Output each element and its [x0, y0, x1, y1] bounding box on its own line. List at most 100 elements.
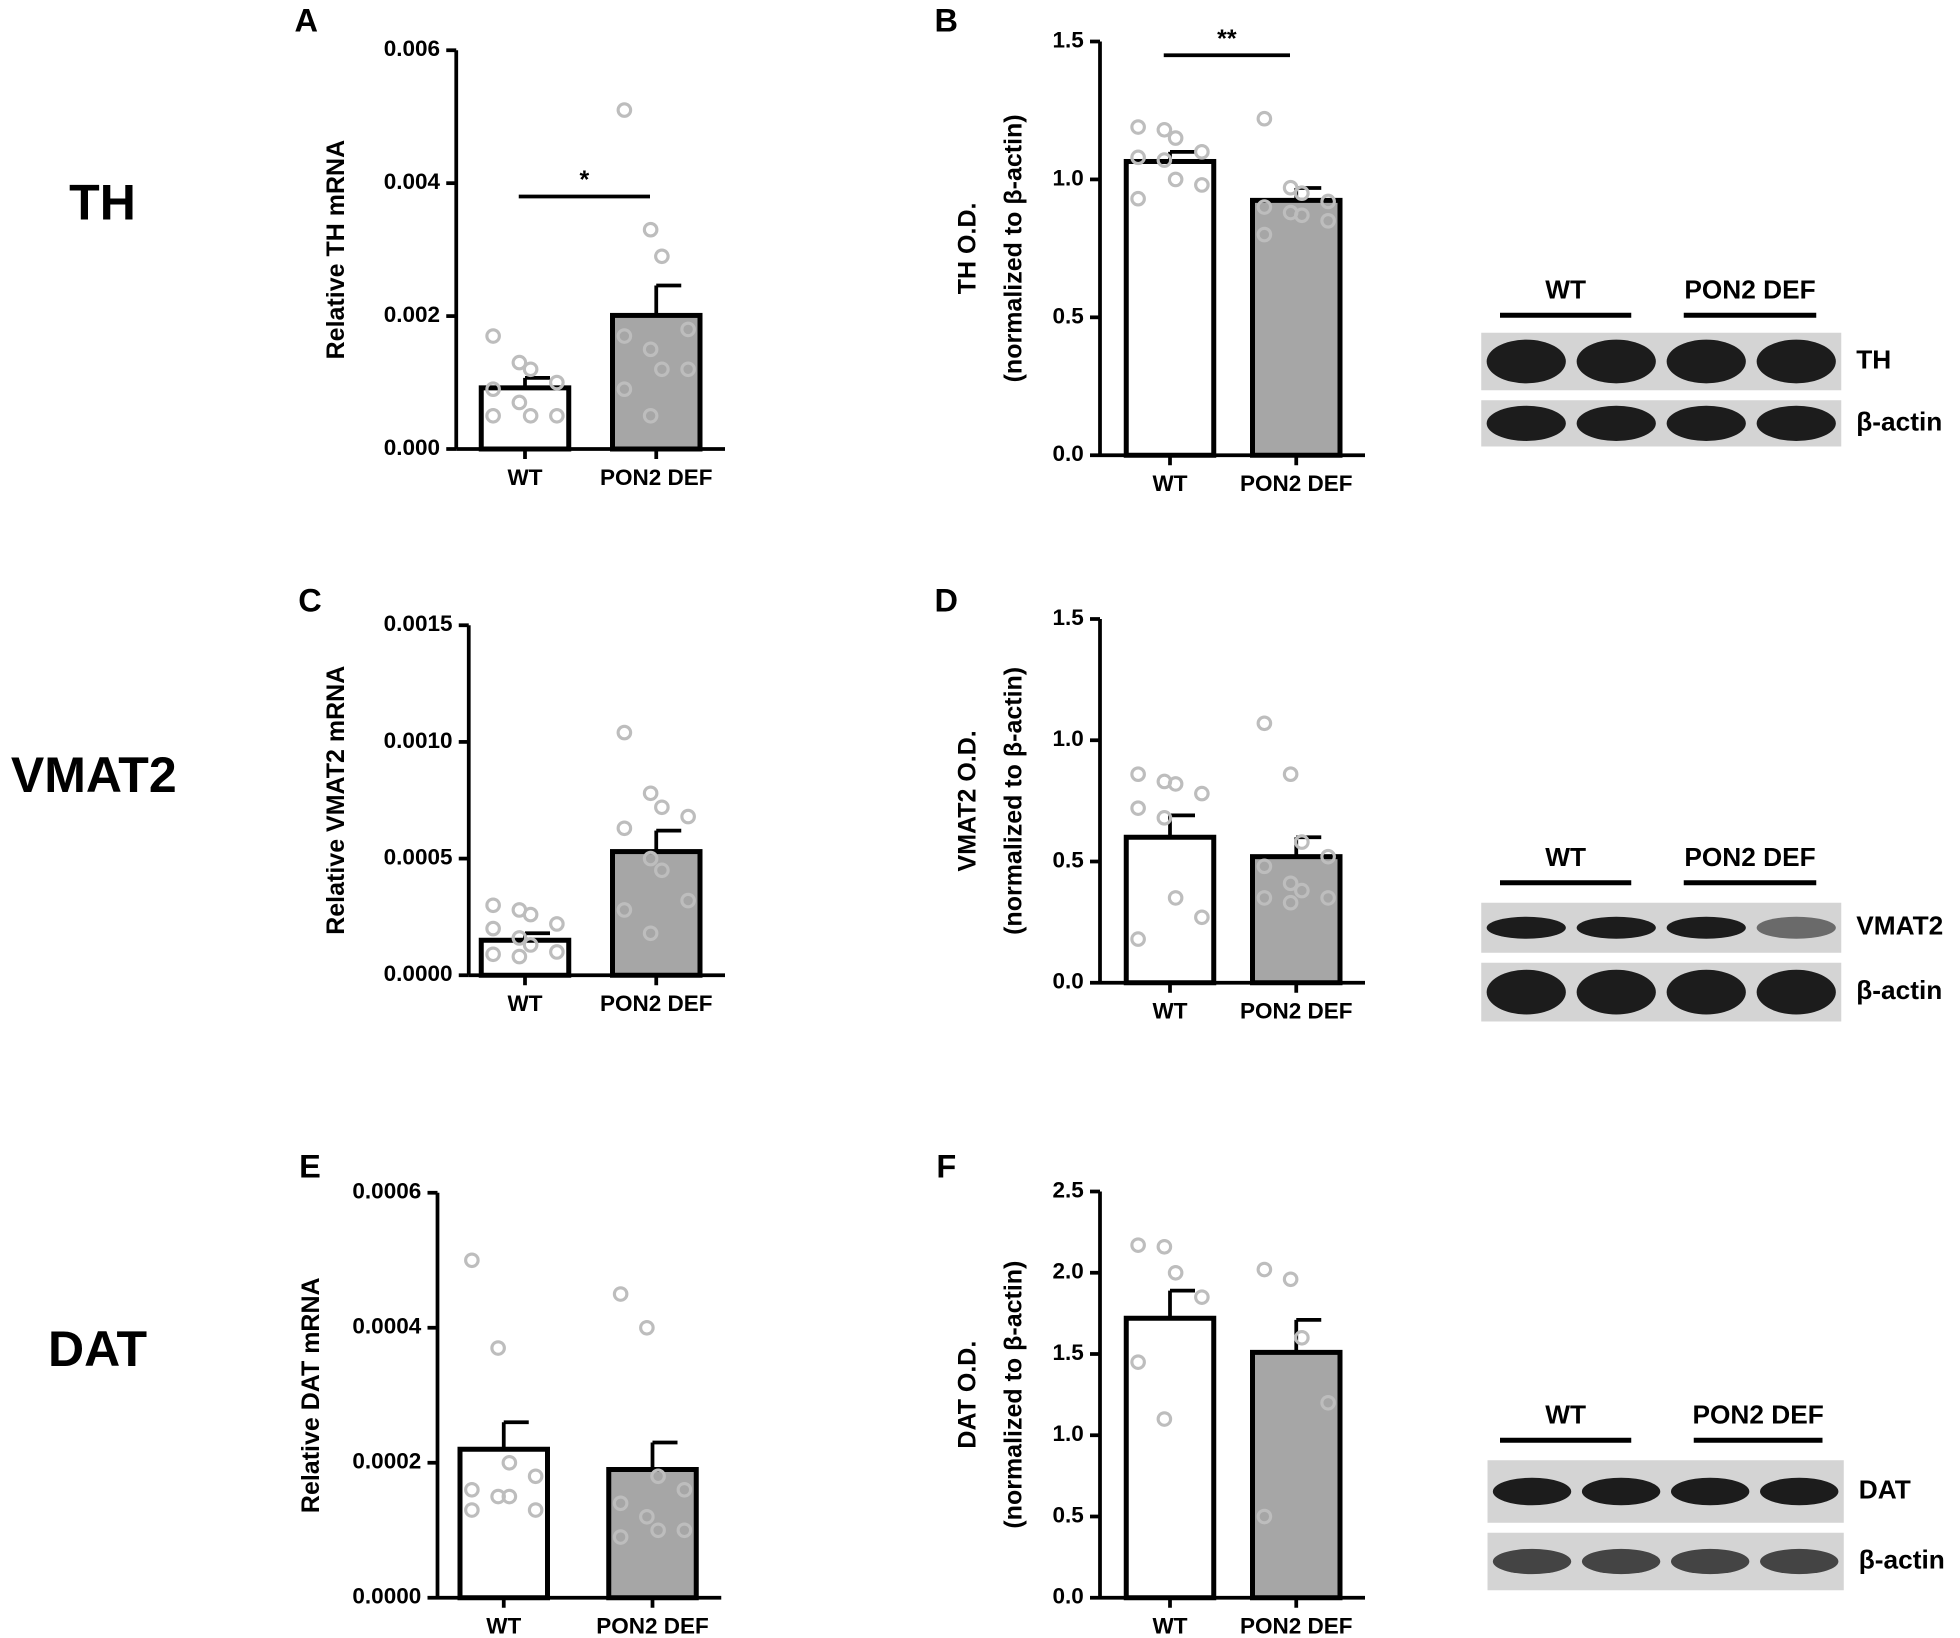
panel-letter: E	[299, 1149, 321, 1185]
blot-band	[1756, 916, 1836, 939]
y-tick-label: 0.0006	[352, 1179, 421, 1204]
blot-band	[1486, 339, 1566, 384]
x-tick-label: WT	[1153, 1614, 1188, 1638]
data-point	[549, 374, 565, 391]
data-point	[1294, 882, 1310, 899]
data-point	[639, 1508, 655, 1525]
data-point	[1256, 715, 1273, 732]
blot-group-label: WT	[1545, 842, 1586, 872]
blot-group-label: WT	[1545, 1399, 1586, 1429]
y-tick-label: 0.0004	[352, 1314, 421, 1339]
data-point	[1256, 110, 1273, 127]
y-tick-label: 0.0015	[384, 611, 453, 636]
blot-band	[1576, 969, 1656, 1015]
data-point	[485, 381, 501, 397]
x-tick-label: PON2 DEF	[1240, 1614, 1353, 1638]
y-tick-label: 0.004	[384, 169, 441, 194]
blot-band	[1486, 916, 1566, 939]
row-label: TH	[69, 175, 136, 231]
blot-band	[1756, 405, 1836, 441]
data-point	[1282, 766, 1299, 783]
x-tick-label: PON2 DEF	[596, 1614, 709, 1638]
data-point	[1256, 858, 1273, 875]
data-point	[1156, 1238, 1173, 1255]
data-point	[1256, 226, 1273, 243]
data-point	[511, 354, 528, 371]
data-point	[1320, 193, 1336, 210]
blot-band	[1666, 339, 1746, 384]
data-point	[612, 1495, 629, 1512]
y-tick-label: 2.0	[1052, 1259, 1083, 1284]
data-point	[485, 946, 501, 963]
data-point	[676, 1522, 693, 1539]
data-point	[1156, 121, 1173, 138]
data-point	[464, 1502, 480, 1518]
x-tick-label: PON2 DEF	[1240, 471, 1353, 496]
panel-letter: A	[295, 2, 318, 38]
bar	[1123, 1315, 1217, 1601]
data-point	[1167, 171, 1184, 188]
data-point	[1320, 890, 1336, 906]
data-point	[654, 248, 670, 265]
data-point	[1156, 1411, 1173, 1427]
data-point	[654, 799, 670, 816]
data-point	[1282, 1271, 1299, 1288]
y-tick-label: 0.0	[1052, 969, 1083, 994]
blot-band	[1581, 1477, 1661, 1506]
data-point	[1256, 890, 1273, 906]
data-point	[1130, 149, 1146, 166]
data-point	[612, 1529, 629, 1545]
data-point	[1294, 1329, 1310, 1346]
blot-band	[1576, 916, 1656, 939]
x-tick-label: PON2 DEF	[600, 465, 713, 490]
data-point	[1130, 1237, 1146, 1253]
data-point	[642, 850, 659, 867]
data-point	[1167, 1264, 1184, 1281]
data-point	[616, 724, 633, 741]
y-tick-label: 0.0005	[384, 845, 453, 870]
data-point	[1294, 185, 1310, 202]
data-point	[1194, 785, 1210, 802]
data-point	[549, 916, 565, 932]
bar	[1123, 158, 1217, 458]
y-tick-label: 1.0	[1052, 1421, 1083, 1446]
blot-band	[1670, 1548, 1750, 1575]
blot-band	[1581, 1548, 1661, 1575]
y-tick-label: 1.5	[1052, 605, 1083, 630]
data-point	[511, 930, 528, 946]
row-label: VMAT2	[11, 747, 177, 803]
x-tick-label: PON2 DEF	[1240, 999, 1353, 1024]
y-tick-label: 0.0010	[384, 728, 453, 753]
data-point	[642, 341, 659, 358]
y-tick-label: 0.002	[384, 302, 440, 327]
data-point	[642, 407, 659, 424]
blot-band	[1492, 1548, 1572, 1575]
x-tick-label: WT	[508, 465, 543, 490]
data-point	[1130, 190, 1146, 207]
data-point	[1130, 800, 1146, 816]
y-tick-label: 0.0002	[352, 1449, 421, 1474]
data-point	[1194, 909, 1210, 926]
data-point	[616, 381, 633, 397]
data-point	[1294, 834, 1310, 850]
y-tick-label: 0.5	[1052, 1502, 1083, 1527]
blot-band-label: β-actin	[1859, 1544, 1945, 1574]
y-tick-label: 0.0	[1052, 441, 1083, 466]
blot-group-label: PON2 DEF	[1684, 274, 1815, 304]
y-tick-label: 1.5	[1052, 1340, 1083, 1365]
y-tick-label: 2.5	[1052, 1177, 1083, 1202]
blot-band	[1576, 405, 1656, 441]
data-point	[1282, 875, 1299, 892]
y-axis-label: (normalized to β-actin)	[1000, 114, 1028, 382]
blot-band	[1666, 405, 1746, 441]
y-tick-label: 0.006	[384, 36, 440, 61]
significance-label: **	[1217, 25, 1237, 53]
data-point	[511, 394, 528, 411]
blot-group-label: PON2 DEF	[1684, 842, 1815, 872]
significance-label: *	[580, 166, 590, 194]
data-point	[1130, 119, 1146, 135]
data-point	[522, 361, 539, 378]
y-tick-label: 0.5	[1052, 303, 1083, 328]
blot-group-label: WT	[1545, 274, 1586, 304]
